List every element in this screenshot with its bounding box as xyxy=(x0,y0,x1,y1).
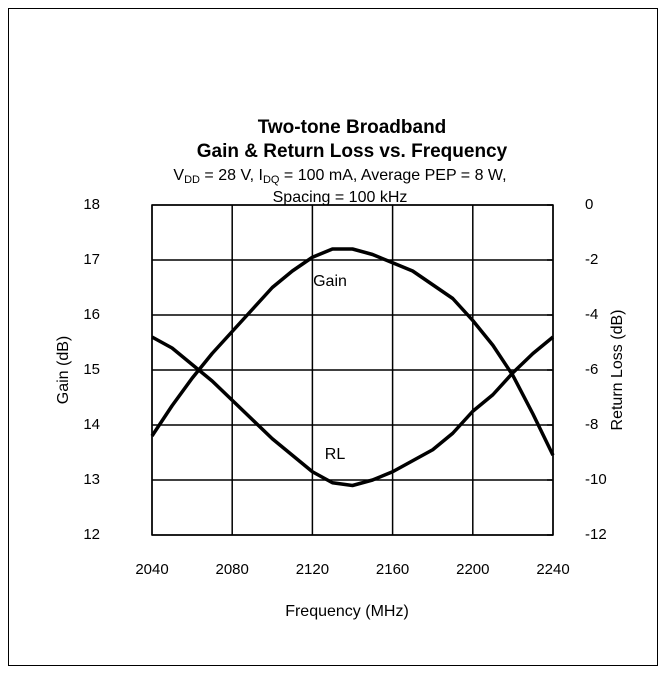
y-axis-label: Gain (dB) xyxy=(55,336,72,404)
y2-tick-label: 0 xyxy=(585,196,593,213)
line-series xyxy=(151,335,555,488)
subtitle-part: V xyxy=(173,167,184,184)
y-tick-label: 18 xyxy=(83,196,100,213)
x-tick-label: 2080 xyxy=(216,561,249,578)
y-tick-label: 14 xyxy=(83,416,100,433)
plot-border xyxy=(151,204,554,536)
x-tick-label: 2040 xyxy=(135,561,168,578)
x-tick-label: 2120 xyxy=(296,561,329,578)
line-series xyxy=(150,247,555,457)
subtitle-part: DD xyxy=(184,174,200,186)
y2-tick-label: -8 xyxy=(585,416,598,433)
x-tick-label: 2160 xyxy=(376,561,409,578)
subtitle-part: DQ xyxy=(263,174,280,186)
annotation: Gain xyxy=(313,273,347,290)
y2-tick-label: -10 xyxy=(585,471,607,488)
y2-tick-label: -2 xyxy=(585,251,598,268)
y-tick-label: 12 xyxy=(83,526,100,543)
x-axis-label: Frequency (MHz) xyxy=(285,603,409,620)
y-tick-label: 16 xyxy=(83,306,100,323)
frame xyxy=(8,8,658,666)
y-tick-label: 15 xyxy=(83,361,100,378)
chart-title: Two-tone Broadband xyxy=(258,117,447,138)
annotation: RL xyxy=(325,446,346,463)
subtitle-part: = 28 V, I xyxy=(200,167,263,184)
y2-tick-label: -12 xyxy=(585,526,607,543)
subtitle: VDD = 28 V, IDQ = 100 mA, Average PEP = … xyxy=(173,167,506,186)
chart-title: Gain & Return Loss vs. Frequency xyxy=(197,141,508,162)
subtitle: Spacing = 100 kHz xyxy=(273,189,408,206)
x-tick-label: 2240 xyxy=(536,561,569,578)
y2-tick-label: -6 xyxy=(585,361,598,378)
y2-axis-label: Return Loss (dB) xyxy=(609,310,626,431)
subtitle-part: = 100 mA, Average PEP = 8 W, xyxy=(279,167,506,184)
y-tick-label: 13 xyxy=(83,471,100,488)
y2-tick-label: -4 xyxy=(585,306,598,323)
y-tick-label: 17 xyxy=(83,251,100,268)
x-tick-label: 2200 xyxy=(456,561,489,578)
